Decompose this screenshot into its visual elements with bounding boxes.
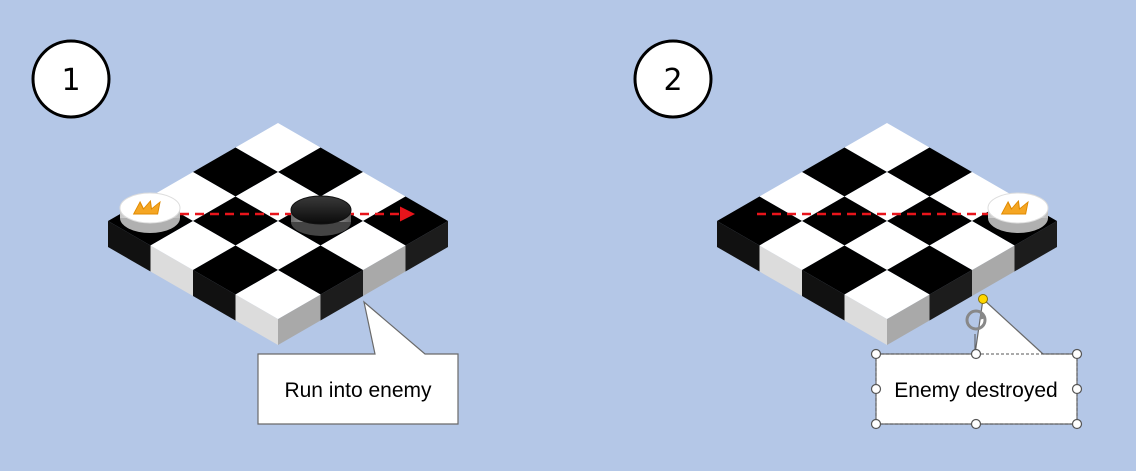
board-side-face [1014,221,1057,272]
resize-handle-left[interactable] [870,383,882,395]
board-side-face [150,245,193,296]
adjust-handle[interactable] [978,294,988,304]
callout-bubble[interactable] [875,297,1078,425]
king-piece [987,192,1049,233]
resize-handle-bottom-right[interactable] [1071,418,1083,430]
board-side-face [108,221,151,272]
light-square [235,270,321,319]
board-side-face [278,294,321,345]
resize-handle-right[interactable] [1071,383,1083,395]
resize-handle-top-right[interactable] [1071,348,1083,360]
step-number-badge: 2 [633,39,713,119]
callout-text: Enemy destroyed [894,379,1057,402]
resize-handle-top-left[interactable] [870,348,882,360]
callout[interactable]: Enemy destroyed [870,294,1083,430]
resize-handle-top[interactable] [970,348,982,360]
light-square [844,270,930,319]
callout: Run into enemy [257,300,459,425]
step-1: 1 Run into enemy [31,39,459,425]
step-number-badge: 1 [31,39,111,119]
checkerboard [717,123,1057,345]
board-side-face [759,245,802,296]
crown-icon [132,199,161,215]
crown-icon [1000,199,1029,215]
resize-handles[interactable] [870,348,1083,430]
step-2: 2 [633,39,1083,430]
callout-text: Run into enemy [284,379,432,402]
board-side-face [802,270,845,321]
board-side-face [972,245,1015,296]
step-number: 2 [663,63,682,98]
board-side-face [235,294,278,345]
board-side-face [193,270,236,321]
enemy-piece [290,195,352,236]
board-side-face [363,245,406,296]
checkerboard [108,123,448,345]
board-side-face [717,221,760,272]
resize-handle-bottom[interactable] [970,418,982,430]
king-piece [119,192,181,233]
step-number: 1 [61,63,80,98]
board-side-face [887,294,930,345]
board-side-face [844,294,887,345]
board-side-face [320,270,363,321]
step-circle [31,39,111,119]
board-side-face [405,221,448,272]
rotate-handle-icon[interactable] [965,309,987,331]
board-side-face [929,270,972,321]
callout-bubble [257,300,459,425]
resize-handle-bottom-left[interactable] [870,418,882,430]
step-circle [633,39,713,119]
